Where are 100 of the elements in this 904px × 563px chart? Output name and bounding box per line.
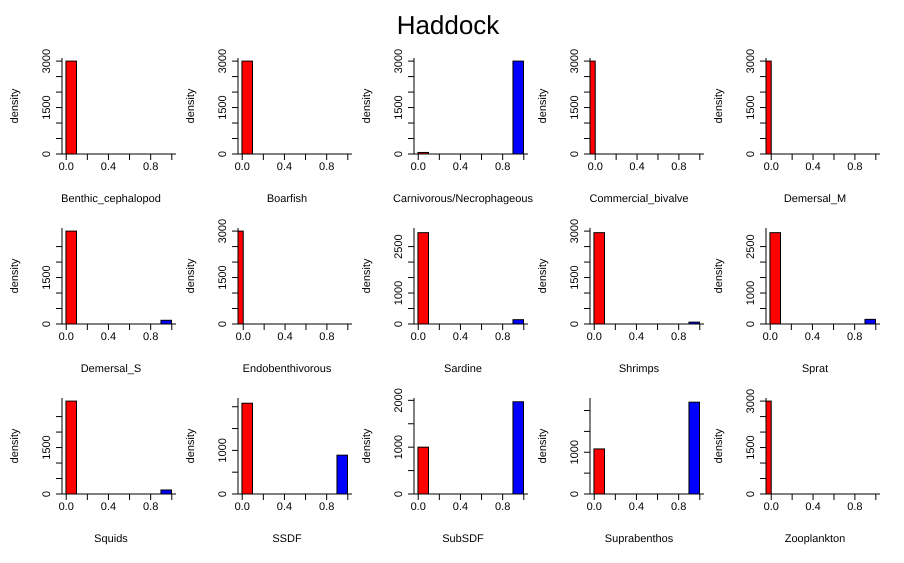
y-tick-label: 3000: [745, 388, 757, 414]
x-axis-title: Boarfish: [266, 192, 308, 207]
x-axis-title: Zooplankton: [784, 532, 846, 547]
y-tick-label: 3000: [41, 48, 53, 74]
x-tick-label: 0.8: [847, 160, 863, 173]
y-tick-label: 0: [745, 320, 757, 328]
y-tick-label: 0: [745, 490, 757, 498]
y-tick-label: 0: [393, 320, 405, 328]
x-axis-title: SubSDF: [441, 532, 485, 547]
y-tick-label: 0: [569, 490, 581, 498]
x-axis-title: Carnivorous/Necrophageous: [392, 192, 534, 207]
y-axis-title: density: [712, 88, 725, 124]
y-tick-label: 0: [41, 490, 53, 498]
y-tick-label: 0: [41, 150, 53, 158]
y-axis-title: density: [712, 428, 725, 464]
x-axis-title: Suprabenthos: [604, 532, 674, 547]
x-tick-label: 0.4: [100, 500, 116, 513]
chart-title: Haddock: [396, 10, 500, 40]
y-axis-title: density: [8, 428, 21, 464]
y-tick-label: 3000: [745, 48, 757, 74]
y-tick-label: 0: [569, 320, 581, 328]
x-axis-title: Demersal_S: [80, 362, 142, 377]
y-axis-title: density: [360, 258, 373, 294]
x-tick-label: 0.8: [495, 500, 510, 513]
y-tick-label: 1500: [41, 435, 53, 460]
y-axis-title: density: [712, 258, 725, 294]
x-tick-label: 0.4: [628, 330, 644, 343]
y-tick-label: 1000: [393, 434, 405, 460]
x-tick-label: 0.4: [804, 330, 820, 343]
x-axis-title: Squids: [93, 532, 129, 547]
x-tick-label: 0.4: [276, 160, 292, 173]
y-axis-title: density: [536, 88, 549, 124]
y-tick-label: 1500: [217, 95, 229, 120]
x-tick-label: 0.4: [629, 160, 645, 173]
x-tick-label: 0.8: [319, 500, 334, 513]
y-tick-label: 3000: [569, 48, 581, 74]
y-axis-title: density: [184, 258, 197, 294]
x-tick-label: 0.4: [452, 160, 468, 173]
x-tick-label: 0.0: [586, 500, 602, 513]
x-tick-label: 0.0: [410, 160, 426, 173]
x-tick-label: 0.0: [410, 330, 426, 343]
x-tick-label: 0.4: [276, 500, 292, 513]
y-tick-label: 0: [393, 150, 405, 158]
x-tick-label: 0.0: [410, 500, 426, 513]
x-tick-label: 0.4: [628, 500, 644, 513]
x-axis-title: Shrimps: [618, 362, 660, 377]
x-tick-label: 0.8: [671, 330, 686, 343]
y-axis-title: density: [184, 428, 197, 464]
x-tick-label: 0.0: [588, 160, 603, 173]
x-tick-label: 0.0: [234, 500, 250, 513]
x-tick-label: 0.8: [671, 160, 687, 173]
x-tick-label: 0.8: [319, 160, 334, 173]
x-tick-label: 0.0: [762, 330, 778, 343]
y-tick-label: 1500: [41, 265, 53, 290]
y-axis-title: density: [8, 258, 21, 294]
y-tick-label: 1500: [569, 95, 581, 120]
y-tick-label: 1500: [393, 95, 405, 120]
x-tick-label: 0.8: [495, 160, 510, 173]
x-tick-label: 0.8: [847, 500, 863, 513]
y-axis-title: density: [360, 428, 373, 464]
y-tick-label: 2000: [393, 388, 405, 413]
x-axis-title: Demersal_M: [782, 192, 848, 207]
y-tick-label: 0: [217, 490, 229, 498]
x-tick-label: 0.4: [100, 160, 116, 173]
x-tick-label: 0.0: [58, 500, 74, 513]
x-tick-label: 0.8: [319, 330, 335, 343]
x-tick-label: 0.0: [764, 160, 779, 173]
x-tick-label: 0.4: [277, 330, 293, 343]
y-tick-label: 1000: [569, 440, 581, 465]
x-tick-label: 0.4: [452, 500, 468, 513]
x-tick-label: 0.8: [495, 330, 510, 343]
y-tick-label: 0: [217, 320, 229, 328]
y-axis-title: density: [8, 88, 21, 124]
x-axis-title: Commercial_bivalve: [588, 192, 690, 207]
x-tick-label: 0.0: [58, 330, 74, 343]
y-axis-title: density: [360, 88, 373, 124]
x-axis-title: Endobenthivorous: [242, 362, 332, 377]
y-tick-label: 1500: [745, 435, 757, 460]
x-tick-label: 0.8: [143, 330, 158, 343]
x-axis-title: Benthic_cephalopod: [60, 192, 162, 207]
x-axis-title: Sprat: [800, 362, 830, 377]
x-tick-label: 0.0: [58, 160, 74, 173]
x-tick-label: 0.4: [100, 330, 116, 343]
y-tick-label: 0: [745, 150, 757, 158]
x-tick-label: 0.0: [764, 500, 779, 513]
y-tick-label: 0: [217, 150, 229, 158]
y-tick-label: 1000: [217, 438, 229, 463]
x-tick-label: 0.4: [805, 500, 821, 513]
y-tick-label: 3000: [393, 48, 405, 74]
x-tick-label: 0.8: [671, 500, 686, 513]
y-tick-label: 2500: [393, 234, 405, 259]
y-tick-label: 0: [393, 490, 405, 498]
x-tick-label: 0.8: [143, 160, 158, 173]
y-tick-label: 3000: [217, 48, 229, 74]
y-tick-label: 0: [569, 150, 581, 158]
y-tick-label: 2500: [745, 234, 757, 259]
x-tick-label: 0.8: [847, 330, 862, 343]
x-tick-label: 0.4: [805, 160, 821, 173]
y-tick-label: 1500: [569, 265, 581, 290]
x-tick-label: 0.0: [236, 330, 251, 343]
